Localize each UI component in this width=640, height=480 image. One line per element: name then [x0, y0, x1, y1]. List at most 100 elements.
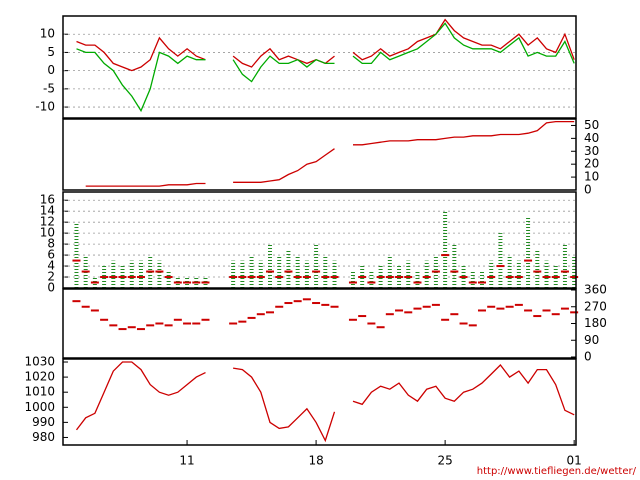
x-tick-label: 25: [437, 454, 452, 468]
data-dot: [431, 303, 440, 306]
data-dot: [266, 270, 275, 273]
data-dot: [570, 311, 579, 314]
data-dot: [266, 311, 275, 314]
data-dot: [118, 328, 127, 331]
data-dot: [487, 276, 496, 279]
y-tick-label: 990: [32, 415, 55, 429]
y-tick-label: 2: [47, 270, 55, 284]
data-dot: [505, 276, 514, 279]
data-dot: [413, 307, 422, 310]
data-dot: [431, 270, 440, 273]
data-dot: [487, 305, 496, 308]
data-dot: [229, 276, 238, 279]
data-dot: [404, 311, 413, 314]
data-dot: [293, 300, 302, 303]
data-dot: [136, 328, 145, 331]
data-dot: [422, 276, 431, 279]
data-dot: [183, 322, 192, 325]
data-dot: [459, 322, 468, 325]
y-tick-label: 270: [584, 299, 607, 313]
data-dot: [395, 309, 404, 312]
data-dot: [100, 318, 109, 321]
data-dot: [505, 305, 514, 308]
data-dot: [238, 320, 247, 323]
data-dot: [551, 276, 560, 279]
data-dot: [146, 324, 155, 327]
data-dot: [330, 276, 339, 279]
y-tick-label: 180: [584, 316, 607, 330]
data-line: [76, 22, 575, 113]
y-tick-label: 1010: [24, 385, 55, 399]
data-dot: [560, 270, 569, 273]
data-dot: [81, 305, 90, 308]
data-dot: [404, 276, 413, 279]
data-dot: [302, 298, 311, 301]
y-tick-label: 20: [584, 157, 599, 171]
data-dot: [312, 302, 321, 305]
data-dot: [146, 270, 155, 273]
data-dot: [275, 276, 284, 279]
data-line: [75, 361, 575, 443]
data-dot: [127, 326, 136, 329]
data-dot: [570, 276, 579, 279]
data-dot: [293, 276, 302, 279]
y-tick-label: 0: [47, 63, 55, 77]
data-dot: [385, 313, 394, 316]
y-tick-label: 1020: [24, 370, 55, 384]
panel-frame: [62, 358, 577, 446]
y-tick-label: 10: [40, 27, 55, 41]
y-tick-label: 0: [584, 350, 592, 364]
data-dot: [367, 281, 376, 284]
data-dot: [192, 322, 201, 325]
data-dot: [127, 276, 136, 279]
data-dot: [477, 309, 486, 312]
data-dot: [358, 315, 367, 318]
data-dot: [284, 270, 293, 273]
data-dot: [109, 324, 118, 327]
y-tick-label: 980: [32, 430, 55, 444]
data-dot: [173, 318, 182, 321]
data-dot: [385, 276, 394, 279]
data-dot: [247, 316, 256, 319]
y-tick-label: 1000: [24, 400, 55, 414]
data-dot: [468, 281, 477, 284]
data-dot: [358, 276, 367, 279]
data-dot: [450, 270, 459, 273]
data-dot: [551, 313, 560, 316]
y-tick-label: 50: [584, 118, 599, 132]
data-dot: [90, 281, 99, 284]
data-dot: [330, 305, 339, 308]
y-tick-label: 14: [40, 204, 55, 218]
data-dot: [72, 300, 81, 303]
data-dot: [560, 307, 569, 310]
data-dot: [81, 270, 90, 273]
data-dot: [72, 259, 81, 262]
data-dot: [173, 281, 182, 284]
data-dot: [422, 305, 431, 308]
data-dot: [109, 276, 118, 279]
data-dot: [496, 307, 505, 310]
data-dot: [201, 318, 210, 321]
data-dot: [468, 324, 477, 327]
x-tick-label: 01: [567, 454, 582, 468]
y-tick-label: 6: [47, 248, 55, 262]
y-tick-label: -5: [43, 81, 55, 95]
data-line: [85, 120, 575, 187]
source-url: http://www.tiefliegen.de/wetter/: [477, 466, 637, 477]
y-tick-label: 90: [584, 333, 599, 347]
data-dot: [284, 302, 293, 305]
y-tick-label: 10: [584, 170, 599, 184]
data-dot: [136, 276, 145, 279]
data-dot: [413, 281, 422, 284]
y-tick-label: 0: [584, 183, 592, 197]
data-dot: [376, 276, 385, 279]
y-tick-label: 40: [584, 131, 599, 145]
data-dot: [192, 281, 201, 284]
y-tick-label: 4: [47, 259, 55, 273]
data-dot: [183, 281, 192, 284]
data-dot: [321, 276, 330, 279]
data-dot: [164, 324, 173, 327]
y-tick-label: 8: [47, 237, 55, 251]
data-dot: [450, 313, 459, 316]
